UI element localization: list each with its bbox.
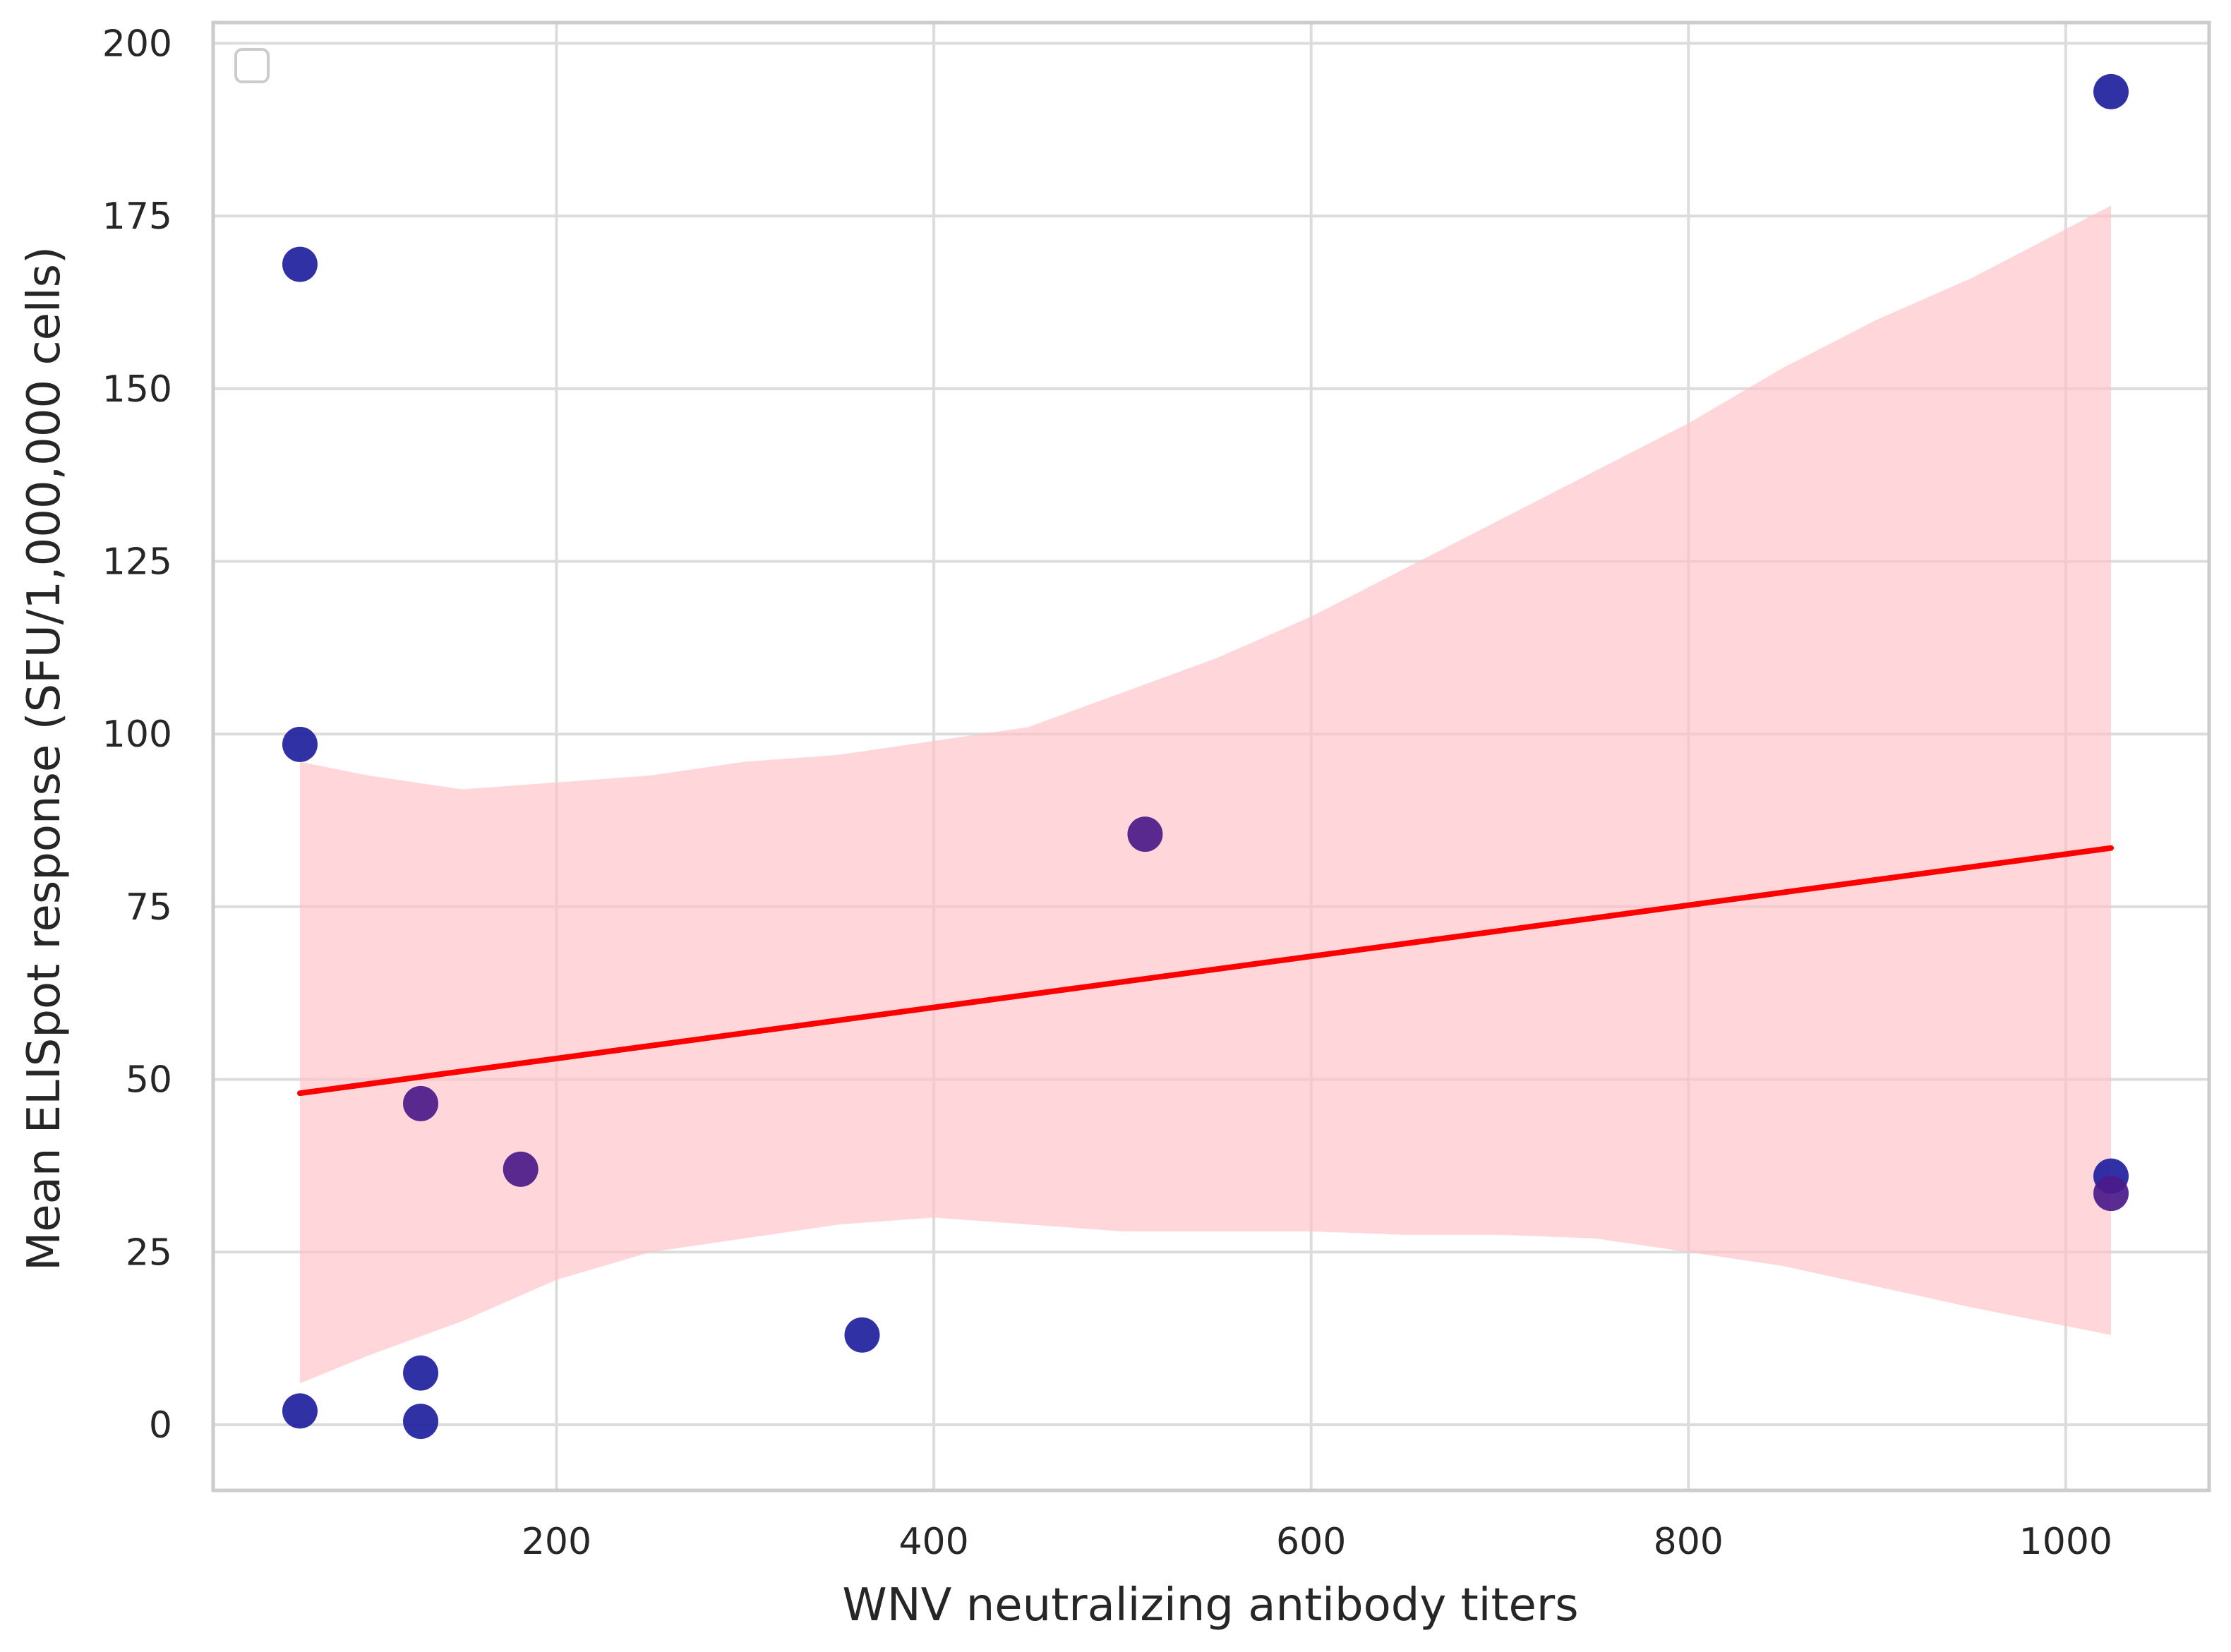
data-point-9	[2093, 73, 2129, 109]
data-point-5	[403, 1404, 439, 1440]
y-axis-label: Mean ELISpot response (SFU/1,000,000 cel…	[18, 246, 71, 1271]
confidence-band	[299, 205, 2112, 1384]
y-tick-label-2: 50	[126, 1059, 172, 1102]
data-point-0	[282, 246, 318, 282]
data-point-7	[844, 1317, 880, 1353]
legend-box	[234, 48, 270, 83]
x-tick-label-2: 600	[1276, 1521, 1346, 1563]
regression-line	[296, 845, 2115, 1097]
y-tick-label-7: 175	[102, 195, 172, 238]
y-tick-label-1: 25	[126, 1231, 172, 1274]
regression-line-layer	[296, 845, 2115, 1097]
data-point-11	[2093, 1176, 2129, 1212]
confidence-band-layer	[299, 205, 2112, 1384]
x-axis-label: WNV neutralizing antibody titers	[842, 1579, 1578, 1632]
plot-border	[211, 20, 2211, 1493]
x-tick-label-3: 800	[1654, 1521, 1724, 1563]
y-tick-label-6: 150	[102, 368, 172, 411]
y-tick-label-5: 125	[102, 541, 172, 583]
data-point-6	[503, 1151, 539, 1187]
data-point-3	[403, 1085, 439, 1121]
y-tick-label-0: 0	[149, 1404, 172, 1447]
legend	[234, 48, 270, 83]
y-tick-label-8: 200	[102, 23, 172, 65]
x-axis-ticks: 200 400 600 800 1000	[522, 1521, 2112, 1563]
plot-frame	[211, 20, 2211, 1493]
x-tick-label-4: 1000	[2019, 1521, 2112, 1563]
data-point-1	[282, 726, 318, 762]
x-tick-label-1: 400	[898, 1521, 968, 1563]
x-tick-label-0: 200	[522, 1521, 591, 1563]
y-tick-label-4: 100	[102, 713, 172, 756]
data-point-8	[1127, 816, 1163, 852]
data-point-4	[403, 1355, 439, 1391]
data-point-2	[282, 1393, 318, 1429]
data-points-layer	[282, 73, 2129, 1440]
y-axis-ticks: 0 25 50 75 100 125 150 175 200	[102, 23, 172, 1447]
y-tick-label-3: 75	[126, 886, 172, 929]
